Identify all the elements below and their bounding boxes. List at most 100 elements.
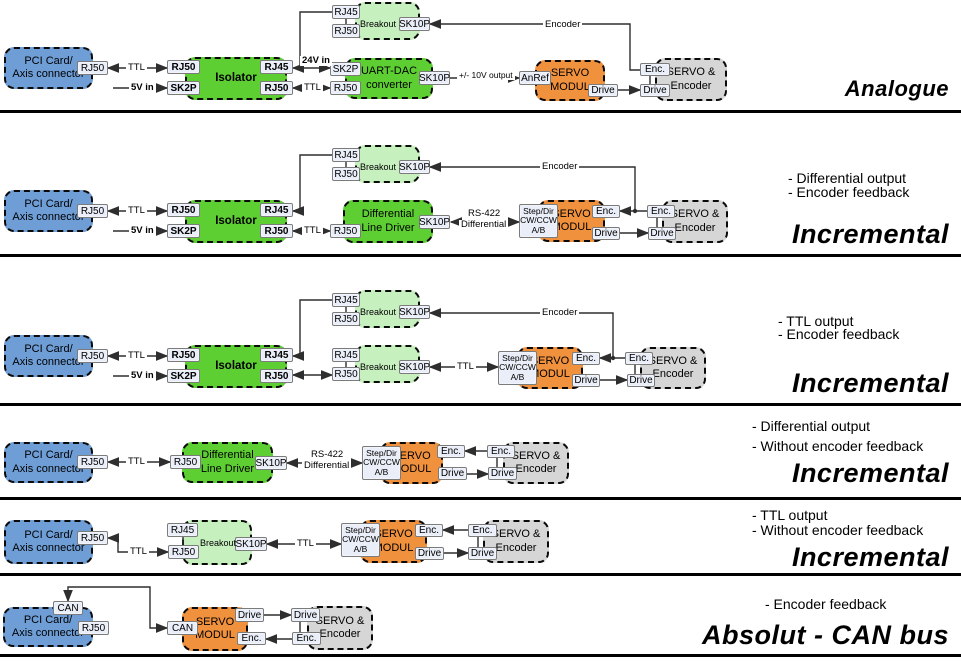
tab-enc: Enc.	[437, 445, 465, 458]
wire-label-ttl: TTL	[302, 225, 323, 236]
servo-modul-box-can-label: SERVO MODUL	[195, 615, 235, 641]
servo-encoder-box-inc4-label: SERVO & Encoder	[491, 528, 541, 554]
tab-rj50: RJ50	[167, 348, 200, 362]
tab-rj50: RJ50	[332, 167, 360, 181]
servo-encoder-box-inc1-label: SERVO & Encoder	[670, 208, 720, 234]
diff-line-driver-box-inc1-label: Differential Line Driver	[361, 208, 415, 234]
uart-dac-converter-box-label: UART-DAC converter	[360, 65, 418, 91]
tab-rj50: RJ50	[77, 61, 108, 75]
isolator-box-analogue-label: Isolator	[215, 71, 257, 84]
tab-rj45: RJ45	[260, 60, 293, 74]
wire-label-5v-in: 5V in	[129, 82, 156, 93]
wire-label-5v-in: 5V in	[129, 370, 156, 381]
tab-rj45: RJ45	[332, 5, 360, 19]
pci-card-box-analogue-label: PCI Card/ Axis connector	[12, 54, 85, 80]
note-differential-output: - Differential output	[788, 170, 907, 186]
wire-label-encoder: Encoder	[540, 307, 580, 318]
tab-sk10p: SK10P	[398, 360, 431, 374]
wire-label-encoder: Encoder	[543, 19, 583, 30]
tab-rj45: RJ45	[332, 348, 360, 362]
tab-rj50: RJ50	[332, 312, 360, 326]
servo-encoder-box-inc3-label: SERVO & Encoder	[511, 449, 561, 475]
wire	[428, 308, 614, 358]
tab-rj50: RJ50	[330, 81, 361, 95]
tab-rj50: RJ50	[330, 224, 361, 238]
tab-rj50: RJ50	[332, 24, 360, 38]
section-title-absolut-can-bus: Absolut - CAN bus	[702, 620, 949, 650]
tab-rj50: RJ50	[168, 545, 199, 559]
tab-rj50: RJ50	[167, 60, 200, 74]
wire-label-ttl: TTL	[455, 361, 476, 372]
servo-modul-box-inc4-label: SERVO MODUL	[373, 528, 414, 554]
wire	[63, 586, 169, 633]
note-ttl-output: - TTL output	[778, 313, 854, 329]
tab-sk2p: SK2P	[167, 224, 200, 238]
tab-enc: Enc.	[592, 205, 620, 218]
section-divider	[0, 403, 961, 406]
servo-encoder-box-inc4: SERVO & Encoder	[483, 520, 549, 563]
tab-rj50: RJ50	[332, 367, 360, 381]
tab-rj50: RJ50	[77, 349, 108, 363]
section-divider	[0, 497, 961, 500]
tab-drive: Drive	[415, 547, 444, 560]
tab-step-dir-cw-ccw-a-b: Step/Dir CW/CCW A/B	[362, 446, 401, 480]
isolator-box-analogue: Isolator	[185, 57, 287, 100]
pci-card-box-inc2-label: PCI Card/ Axis connector	[12, 342, 85, 368]
servo-modul-box-inc3-label: SERVO MODUL	[391, 449, 432, 475]
tab-drive: Drive	[588, 84, 618, 97]
tab-sk2p: SK2P	[167, 369, 200, 383]
tab-drive: Drive	[572, 374, 600, 387]
tab-rj45: RJ45	[332, 293, 360, 307]
tab-enc: Enc.	[468, 524, 497, 537]
tab-rj50: RJ50	[260, 369, 293, 383]
wire-label-breakout: Breakout	[360, 162, 397, 172]
wire-label-differential: Differential	[459, 219, 509, 230]
servo-modul-box-analogue: SERVO MODUL	[535, 60, 605, 101]
tab-drive: Drive	[592, 227, 620, 240]
tab-sk10p: SK10P	[398, 305, 431, 319]
tab-step-dir-cw-ccw-a-b: Step/Dir CW/CCW A/B	[341, 523, 380, 557]
wire-label-ttl: TTL	[128, 546, 149, 557]
wire-junction-dot	[610, 355, 616, 361]
wire-label-24v-in: 24V in	[300, 55, 332, 66]
servo-modul-box-inc3: SERVO MODUL	[380, 442, 443, 484]
tab-rj45: RJ45	[260, 348, 293, 362]
tab-rj50: RJ50	[77, 531, 108, 545]
tab-can: CAN	[53, 601, 83, 615]
servo-modul-box-analogue-label: SERVO MODUL	[550, 67, 590, 93]
wire-junction-dot	[632, 208, 638, 214]
wire-label-differential: Differential	[302, 460, 352, 471]
wire	[428, 162, 636, 211]
wire-label-ttl: TTL	[126, 205, 147, 216]
section-divider	[0, 573, 961, 576]
servo-modul-box-inc2-label: SERVO MODUL	[530, 354, 570, 380]
servo-encoder-box-analogue-label: SERVO & Encoder	[666, 66, 716, 92]
tab-drive: Drive	[627, 374, 655, 387]
tab-sk10p: SK10P	[255, 456, 287, 470]
wire-label-rs-422: RS-422	[309, 449, 346, 460]
tab-rj50: RJ50	[77, 455, 108, 469]
tab-drive: Drive	[468, 547, 497, 560]
wire-label-breakout: Breakout	[360, 307, 397, 317]
section-title-incremental: Incremental	[791, 458, 949, 488]
section-title-incremental: Incremental	[791, 542, 949, 572]
wire	[428, 19, 640, 71]
wire-label-rs-422: RS-422	[466, 208, 503, 219]
wire-label-encoder: Encoder	[540, 161, 580, 172]
tab-rj50: RJ50	[77, 204, 108, 218]
section-divider	[0, 254, 961, 257]
tab-drive: Drive	[488, 467, 517, 480]
tab-sk2p: SK2P	[330, 62, 361, 76]
note-differential-output: - Differential output	[752, 418, 871, 434]
servo-encoder-box-inc2-label: SERVO & Encoder	[648, 354, 698, 380]
tab-rj50: RJ50	[260, 81, 293, 95]
tab-sk10p: SK10P	[398, 17, 431, 31]
tab-rj50: RJ50	[167, 203, 200, 217]
tab-enc: Enc.	[625, 352, 653, 365]
section-title-incremental: Incremental	[791, 368, 949, 398]
tab-rj45: RJ45	[167, 523, 198, 537]
wire	[299, 11, 332, 68]
tab-drive: Drive	[235, 608, 264, 622]
tab-step-dir-cw-ccw-a-b: Step/Dir CW/CCW A/B	[519, 204, 558, 238]
